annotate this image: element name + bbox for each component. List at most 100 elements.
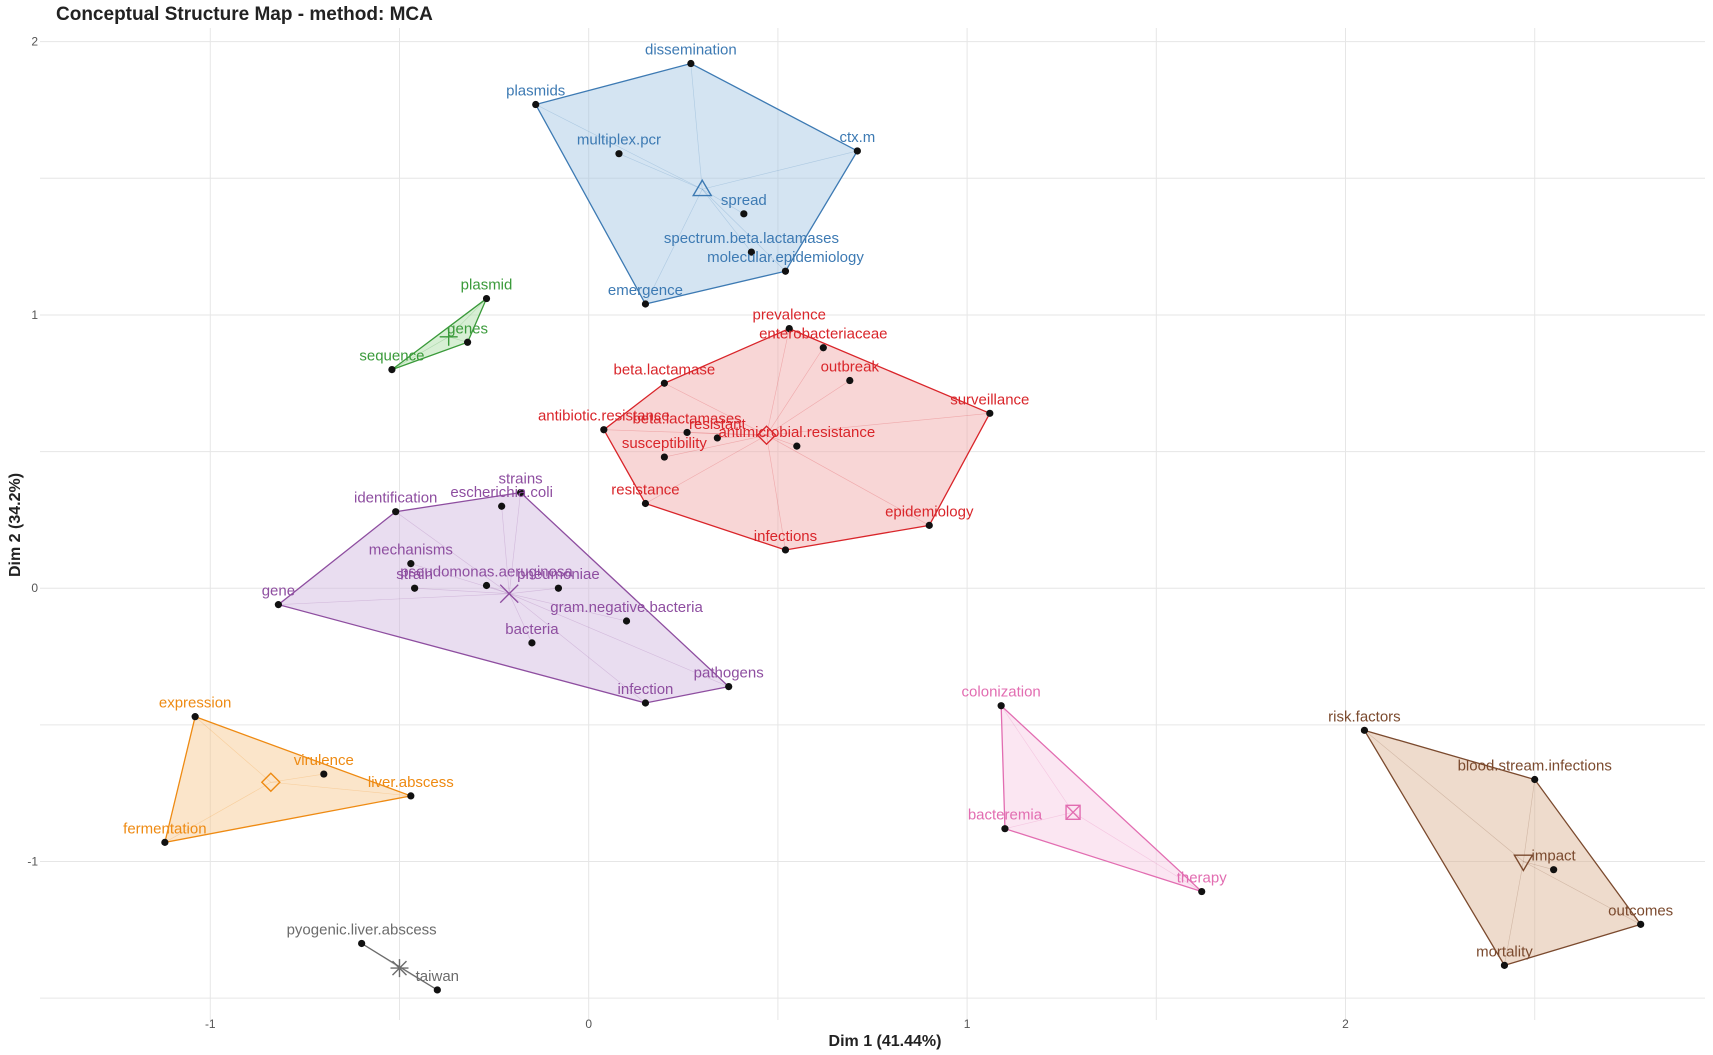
data-point — [532, 100, 540, 109]
point-label: beta.lactamase — [614, 361, 716, 378]
centroid-connector — [701, 189, 752, 253]
point-label: infection — [618, 681, 674, 698]
data-point — [925, 521, 933, 529]
data-point — [528, 639, 536, 647]
centroid-connector — [690, 63, 703, 190]
point-label: expression — [159, 695, 232, 712]
y-tick-label: 2 — [31, 35, 38, 49]
point-label: molecular.epidemiology — [707, 249, 864, 266]
centroid-connector — [766, 380, 850, 436]
point-label: emergence — [608, 282, 683, 299]
point-label: dissemination — [645, 42, 737, 59]
point-label: resistance — [611, 482, 679, 499]
centroid-connector — [1523, 861, 1641, 925]
centroid-connector — [766, 434, 930, 526]
centroid-connector — [618, 153, 703, 190]
point-label: escherichia.coli — [450, 484, 553, 501]
point-label: taiwan — [416, 968, 459, 985]
data-point — [781, 546, 790, 554]
centroid-square-marker — [1065, 804, 1081, 821]
data-point — [516, 488, 525, 497]
point-label: spread — [721, 192, 767, 209]
centroid-connector — [702, 189, 786, 272]
centroid-connector — [410, 563, 510, 594]
y-tick-label: -1 — [27, 854, 38, 868]
data-point — [986, 409, 994, 417]
data-point — [407, 560, 415, 568]
data-point — [388, 365, 396, 374]
x-axis-title: Dim 1 (41.44%) — [829, 1033, 942, 1050]
centroid-triangle-down-marker — [1513, 854, 1534, 872]
centroid-connector — [766, 434, 797, 447]
point-label: prevalence — [753, 307, 826, 324]
data-point — [785, 325, 793, 333]
point-label: colonization — [962, 684, 1041, 701]
point-label: genes — [447, 320, 488, 337]
data-point — [433, 986, 441, 994]
data-point — [464, 338, 472, 346]
data-points — [161, 59, 1645, 994]
point-label: antibiotic.resistance — [538, 408, 670, 425]
data-point — [482, 294, 491, 303]
centroid-connector — [361, 943, 400, 969]
point-label: plasmids — [506, 83, 565, 100]
point-label: pneumoniae — [517, 566, 600, 583]
data-point — [641, 300, 650, 308]
centroid-connector — [270, 781, 411, 797]
point-label: susceptibility — [622, 435, 708, 452]
centroid-connector — [509, 593, 646, 704]
centroid-connector — [664, 382, 767, 436]
data-point — [1500, 961, 1509, 969]
data-point — [358, 939, 366, 948]
centroid-connector — [164, 781, 271, 843]
point-label: surveillance — [950, 391, 1029, 408]
data-point — [1550, 866, 1558, 874]
centroid-connector — [509, 593, 627, 622]
x-tick-label: 2 — [1342, 1017, 1349, 1031]
data-point — [407, 792, 415, 800]
data-point — [615, 150, 623, 158]
data-point — [1637, 920, 1645, 928]
data-point — [997, 702, 1005, 710]
data-point — [846, 376, 854, 385]
data-point — [819, 344, 827, 352]
centroid-connector — [645, 434, 767, 504]
cluster-hull — [391, 296, 489, 371]
data-point — [1198, 887, 1206, 896]
point-label: gram.negative.bacteria — [550, 599, 703, 616]
centroid-connector — [664, 434, 767, 458]
centroid-connector — [414, 587, 510, 594]
centroid-connector — [687, 432, 767, 436]
point-label: bacteria — [505, 621, 559, 638]
data-point — [687, 59, 695, 68]
point-label: mechanisms — [369, 542, 453, 559]
centroid-connector — [508, 492, 521, 594]
centroid-x-marker — [499, 584, 519, 604]
data-point — [554, 584, 563, 592]
data-point — [713, 434, 721, 442]
point-label: enterobacteriaceae — [759, 326, 887, 343]
data-point — [641, 699, 650, 707]
data-point — [498, 502, 506, 510]
centroid-connector — [766, 328, 790, 436]
centroid-connector — [194, 716, 272, 783]
centroid-connector — [766, 435, 786, 551]
data-point — [482, 581, 491, 590]
centroid-connector — [270, 773, 324, 783]
data-point — [781, 267, 790, 275]
centroid-connector — [645, 189, 703, 305]
point-label: sequence — [359, 348, 424, 365]
centroid-connector — [395, 511, 510, 594]
data-point — [660, 379, 668, 387]
y-tick-label: 0 — [31, 581, 38, 595]
point-label: outcomes — [1608, 902, 1673, 919]
data-point — [1360, 726, 1369, 734]
cluster-hulls — [164, 62, 1642, 991]
point-label: virulence — [294, 752, 354, 769]
data-point — [161, 838, 169, 846]
centroid-connector — [501, 506, 510, 594]
centroid-connector — [1523, 779, 1536, 862]
point-label: outbreak — [821, 359, 880, 376]
point-label: resistant — [689, 416, 747, 433]
